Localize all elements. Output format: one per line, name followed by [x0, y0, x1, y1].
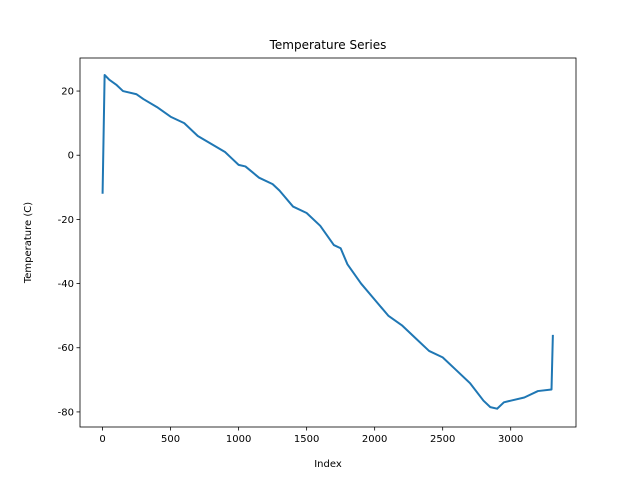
y-tick-label: -80: [58, 407, 74, 418]
x-tick-label: 3000: [498, 434, 523, 445]
y-tick-label: -60: [58, 343, 74, 354]
y-tick-label: -40: [58, 279, 74, 290]
x-tick-label: 2500: [430, 434, 455, 445]
x-tick-label: 1000: [226, 434, 251, 445]
y-tick-label: 0: [68, 151, 74, 162]
plot-frame: [79, 57, 577, 428]
y-tick-label: 20: [61, 87, 74, 98]
x-tick-label: 0: [99, 434, 105, 445]
x-tick-label: 2000: [362, 434, 387, 445]
y-tick-label: -20: [58, 215, 74, 226]
data-line: [101, 74, 554, 410]
x-tick-label: 1500: [294, 434, 319, 445]
x-tick-label: 500: [161, 434, 180, 445]
y-axis-label: Temperature (C): [23, 202, 34, 284]
x-axis-label: Index: [314, 459, 342, 470]
chart-title: Temperature Series: [269, 38, 387, 52]
